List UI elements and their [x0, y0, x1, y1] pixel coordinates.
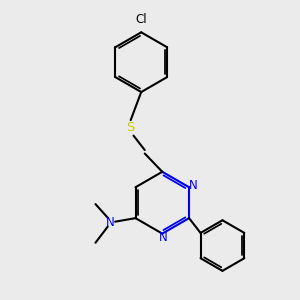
- Text: N: N: [189, 179, 198, 192]
- Text: N: N: [106, 216, 115, 229]
- Text: N: N: [159, 231, 167, 244]
- Text: S: S: [127, 122, 135, 134]
- Text: Cl: Cl: [135, 13, 147, 26]
